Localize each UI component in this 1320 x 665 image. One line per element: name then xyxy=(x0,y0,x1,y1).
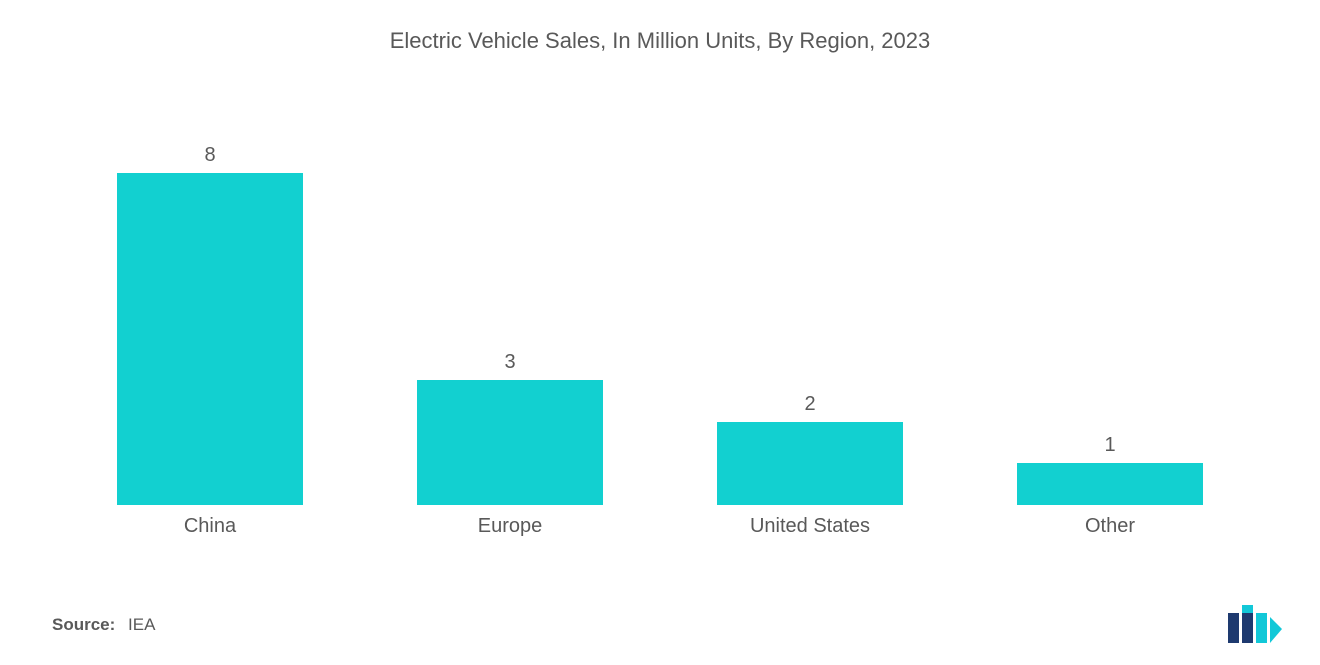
source-value: IEA xyxy=(128,615,155,634)
bar-group: 8 China xyxy=(60,90,360,505)
chart-title: Electric Vehicle Sales, In Million Units… xyxy=(0,0,1320,54)
bar-category-label: Other xyxy=(1085,515,1135,538)
bar-container: 8 China 3 Europe 2 United States 1 Other xyxy=(60,90,1260,505)
bar-category-label: Europe xyxy=(478,515,543,538)
bar-value-label: 8 xyxy=(204,144,215,167)
bar xyxy=(717,422,903,505)
bar-category-label: China xyxy=(184,515,236,538)
bar xyxy=(417,380,603,505)
bar-category-label: United States xyxy=(750,515,870,538)
bar xyxy=(117,173,303,505)
bar-value-label: 3 xyxy=(504,351,515,374)
source-line: Source: IEA xyxy=(52,615,155,635)
bar xyxy=(1017,463,1203,505)
bar-value-label: 1 xyxy=(1104,434,1115,457)
bar-group: 3 Europe xyxy=(360,90,660,505)
brand-logo xyxy=(1226,603,1282,643)
chart-plot-area: 8 China 3 Europe 2 United States 1 Other xyxy=(60,90,1260,505)
bar-group: 2 United States xyxy=(660,90,960,505)
bar-group: 1 Other xyxy=(960,90,1260,505)
bar-value-label: 2 xyxy=(804,393,815,416)
source-label: Source: xyxy=(52,615,115,634)
